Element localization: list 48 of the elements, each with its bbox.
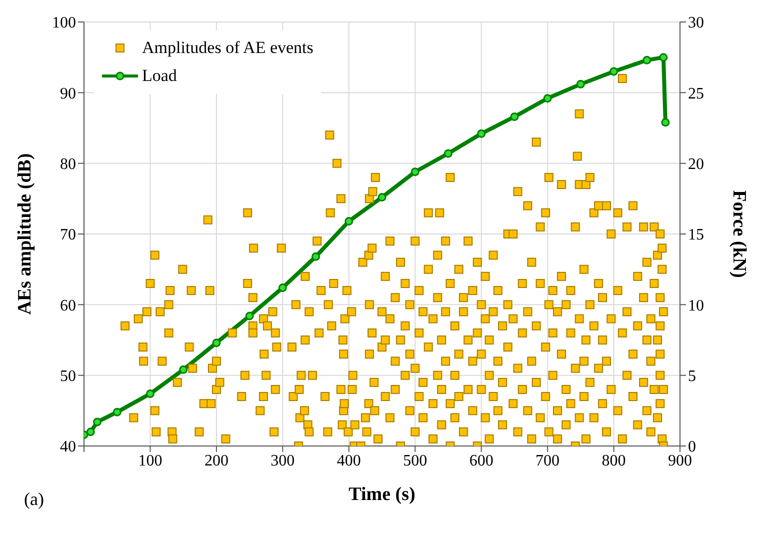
point [146,389,154,398]
point [378,193,386,202]
y2-tick-label: 20 [688,156,704,174]
x-tick-label: 300 [270,452,295,470]
y2-tick-label: 25 [688,85,704,102]
point [510,112,519,121]
x-tick-label: 800 [602,452,626,470]
point [642,56,652,64]
text: (a) [24,489,44,510]
point [278,283,287,292]
y-axis-title: AEs amplitude (dB) [14,153,36,315]
y2-tick-label: 15 [688,226,704,244]
point [245,312,254,320]
point [312,252,320,261]
y-tick-label: 100 [52,14,76,32]
y2-axis-title: Force (kN) [728,190,750,278]
point [344,217,354,226]
point [477,129,486,138]
x-axis-title: Time (s) [348,484,416,505]
point [179,365,188,374]
y-tick-label: 70 [60,226,76,244]
point [576,80,585,88]
point [212,338,221,348]
x-tick-label: 400 [336,452,361,470]
y-tick-label: 40 [60,438,76,456]
point [444,149,452,158]
point [112,408,122,416]
point [410,168,420,176]
y2-tick-label: 10 [688,297,704,314]
x-tick-label: 500 [403,452,428,470]
legend-label: Load [142,65,177,87]
legend-label: Amplitudes of AE events [142,37,314,59]
x-tick-label: 700 [536,452,560,470]
point [92,418,102,426]
point [86,428,95,436]
y-tick-label: 80 [60,156,76,174]
point [661,118,670,127]
x-tick-label: 100 [138,452,162,470]
point [659,53,668,62]
y-tick-label: 90 [60,85,76,102]
y2-tick-label: 5 [688,368,696,386]
y-tick-label: 50 [60,368,76,386]
point [543,94,552,103]
x-tick-label: 200 [204,452,228,470]
x-tick-label: 600 [469,452,494,470]
y-tick-label: 60 [60,297,76,314]
point [610,67,618,76]
y2-tick-label: 30 [688,14,704,32]
